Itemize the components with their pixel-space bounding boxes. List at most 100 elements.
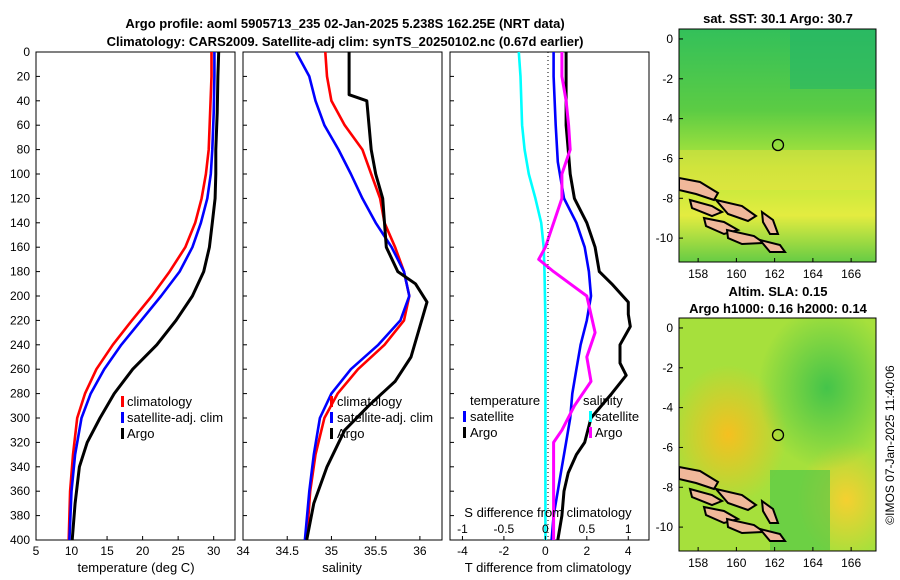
salinity-series bbox=[294, 51, 429, 541]
depth-tick-label: 180 bbox=[10, 265, 30, 279]
sla-map bbox=[679, 318, 876, 551]
legend-temperature-title: temperature bbox=[470, 393, 540, 408]
salinity-xlabel: salinity bbox=[322, 560, 362, 575]
temperature-x-tick-label: 15 bbox=[100, 544, 114, 558]
salinity-x-tick-label: 34.5 bbox=[276, 544, 300, 558]
legend-t-satellite: satellite bbox=[470, 409, 514, 424]
island-makira bbox=[757, 527, 787, 542]
depth-tick-label: 240 bbox=[10, 338, 30, 352]
difference-legend: temperature salinity satellite Argo sate… bbox=[463, 393, 639, 440]
sst-warm-band bbox=[679, 150, 876, 190]
depth-tick-label: 360 bbox=[10, 484, 30, 498]
s-difference-x-tick-label: 0.5 bbox=[578, 522, 595, 536]
depth-tick-label: 200 bbox=[10, 289, 30, 303]
s-difference-x-tick-label: -1 bbox=[457, 522, 468, 536]
island-choiseul bbox=[688, 198, 725, 218]
map-lon-tick-label: 164 bbox=[803, 267, 823, 281]
temperature-xlabel: temperature (deg C) bbox=[77, 560, 194, 575]
temperature-x-tick-label: 10 bbox=[65, 544, 79, 558]
legend-climatology: climatology bbox=[127, 394, 193, 409]
map-lat-tick-label: -6 bbox=[662, 151, 673, 165]
salinity-x-tick-label: 34 bbox=[236, 544, 250, 558]
series-t-satellite-line bbox=[550, 52, 593, 541]
depth-tick-label: 0 bbox=[23, 45, 30, 59]
depth-tick-label: 40 bbox=[17, 94, 31, 108]
legend-s-argo: Argo bbox=[595, 425, 622, 440]
depth-tick-label: 300 bbox=[10, 411, 30, 425]
depth-tick-label: 320 bbox=[10, 435, 30, 449]
depth-tick-label: 280 bbox=[10, 387, 30, 401]
map-lat-tick-label: -4 bbox=[662, 401, 673, 415]
depth-tick-label: 220 bbox=[10, 313, 30, 327]
island-makira bbox=[757, 238, 787, 253]
map-lat-tick-label: -6 bbox=[662, 440, 673, 454]
map-lat-tick-label: -8 bbox=[662, 191, 673, 205]
t-difference-x-tick-label: 4 bbox=[625, 544, 632, 558]
map-lat-tick-label: -10 bbox=[656, 231, 674, 245]
depth-tick-label: 100 bbox=[10, 167, 30, 181]
map-lat-tick-label: -8 bbox=[662, 480, 673, 494]
island-choiseul bbox=[688, 487, 725, 507]
temperature-x-tick-label: 30 bbox=[207, 544, 221, 558]
map-lon-tick-label: 164 bbox=[803, 556, 823, 570]
difference-plot-frame bbox=[449, 51, 650, 541]
map-lon-tick-label: 166 bbox=[841, 267, 861, 281]
argo-position-marker bbox=[771, 138, 785, 152]
map-lat-tick-label: -10 bbox=[656, 520, 674, 534]
legend-satellite: satellite-adj. clim bbox=[337, 410, 433, 425]
legend-swatch-satellite bbox=[330, 412, 333, 423]
s-difference-x-tick-label: 0 bbox=[542, 522, 549, 536]
legend-salinity-title: salinity bbox=[583, 393, 623, 408]
s-difference-x-tick-label: 1 bbox=[625, 522, 632, 536]
series-t-argo-line bbox=[556, 52, 632, 541]
salinity-x-tick-label: 35 bbox=[325, 544, 339, 558]
island-malaita bbox=[760, 209, 780, 235]
salinity-x-tick-label: 35.5 bbox=[364, 544, 388, 558]
temperature-plot-frame bbox=[35, 51, 236, 541]
island-bougainville bbox=[679, 465, 720, 491]
island-malaita bbox=[760, 498, 780, 524]
difference-series bbox=[517, 51, 632, 541]
t-difference-xlabel: T difference from climatology bbox=[465, 560, 632, 575]
figure-title-line1: Argo profile: aoml 5905713_235 02-Jan-20… bbox=[125, 16, 564, 31]
map-lon-tick-label: 160 bbox=[726, 267, 746, 281]
map-lon-tick-label: 162 bbox=[765, 556, 785, 570]
depth-tick-label: 140 bbox=[10, 216, 30, 230]
legend-swatch-t-satellite bbox=[463, 411, 466, 422]
depth-tick-label: 380 bbox=[10, 509, 30, 523]
legend-swatch-climatology bbox=[121, 396, 124, 407]
s-difference-x-tick-label: -0.5 bbox=[494, 522, 515, 536]
legend-swatch-climatology bbox=[330, 396, 333, 407]
depth-tick-label: 60 bbox=[17, 118, 31, 132]
sst-map-axes: 158 160 162 164 166 0 -2 -4 -6 -8 -10 bbox=[656, 32, 862, 281]
series-argo-line bbox=[70, 51, 221, 541]
map-lat-tick-label: -2 bbox=[662, 72, 673, 86]
island-guadalcanal bbox=[725, 228, 767, 246]
series-s-argo-line bbox=[537, 52, 597, 540]
series-satellite-adj-clim-line bbox=[68, 52, 216, 541]
legend-s-satellite: satellite bbox=[595, 409, 639, 424]
depth-tick-label: 160 bbox=[10, 240, 30, 254]
legend-swatch-argo bbox=[330, 428, 333, 439]
temperature-x-tick-label: 5 bbox=[33, 544, 40, 558]
map-lat-tick-label: -2 bbox=[662, 361, 673, 375]
depth-tick-label: 340 bbox=[10, 460, 30, 474]
figure-title-line2: Climatology: CARS2009. Satellite-adj cli… bbox=[107, 34, 584, 49]
sst-island-group bbox=[679, 176, 787, 253]
map-lon-tick-label: 158 bbox=[688, 267, 708, 281]
temperature-x-tick-label: 20 bbox=[136, 544, 150, 558]
depth-tick-label: 260 bbox=[10, 362, 30, 376]
sla-map-axes: 158 160 162 164 166 0 -2 -4 -6 -8 -10 bbox=[656, 321, 862, 570]
temperature-legend: climatology satellite-adj. clim Argo bbox=[121, 394, 223, 441]
series-s-satellite-line bbox=[517, 51, 547, 540]
map-lat-tick-label: -4 bbox=[662, 112, 673, 126]
map-lon-tick-label: 162 bbox=[765, 267, 785, 281]
legend-argo: Argo bbox=[127, 426, 154, 441]
sst-map-title: sat. SST: 30.1 Argo: 30.7 bbox=[703, 11, 853, 26]
t-difference-x-tick-label: 0 bbox=[542, 544, 549, 558]
sst-cool-patch bbox=[790, 29, 876, 89]
depth-tick-label: 120 bbox=[10, 191, 30, 205]
map-lon-tick-label: 166 bbox=[841, 556, 861, 570]
temperature-series bbox=[67, 51, 221, 541]
legend-swatch-s-argo bbox=[589, 427, 592, 438]
